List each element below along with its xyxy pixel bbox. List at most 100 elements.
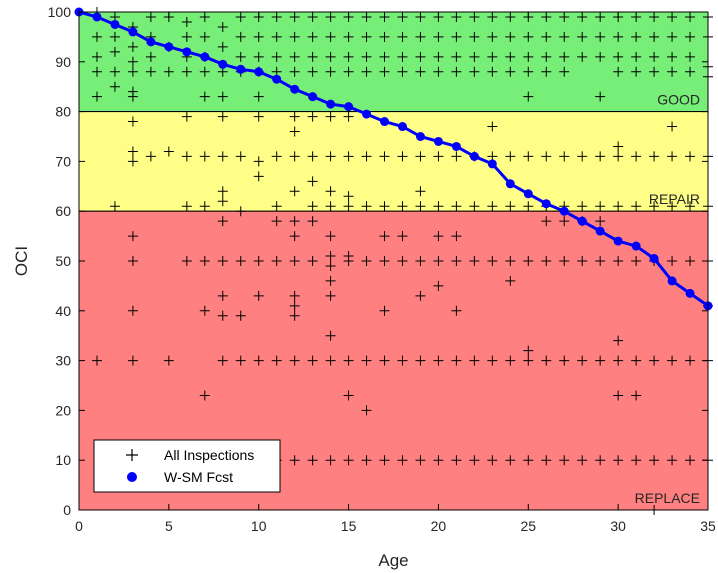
y-tick-label: 90 (55, 54, 71, 70)
inspection-point (649, 11, 660, 22)
inspection-point (487, 66, 498, 77)
inspection-point (487, 355, 498, 366)
inspection-point (163, 355, 174, 366)
inspection-point (577, 256, 588, 266)
forecast-point (613, 236, 623, 246)
inspection-point (181, 111, 192, 122)
inspection-point (469, 256, 480, 266)
inspection-point (523, 345, 534, 356)
inspection-point (271, 11, 282, 22)
inspection-point (307, 455, 318, 466)
inspection-point (541, 51, 552, 62)
inspection-point (325, 260, 336, 271)
inspection-point (181, 151, 192, 162)
inspection-point (595, 455, 606, 466)
inspection-point (559, 66, 570, 77)
forecast-point (487, 159, 497, 169)
forecast-series (74, 7, 713, 311)
inspection-point (181, 31, 192, 42)
inspection-point (181, 66, 192, 77)
inspection-point (469, 51, 480, 62)
inspection-point (397, 51, 408, 62)
inspection-point (577, 151, 588, 162)
x-axis-title: Age (378, 551, 408, 570)
inspection-point (343, 111, 354, 122)
inspection-point (361, 11, 372, 22)
forecast-point (236, 64, 246, 74)
y-tick-label: 10 (55, 452, 71, 468)
inspection-point (361, 355, 372, 366)
forecast-point (272, 74, 282, 84)
inspection-point (289, 151, 300, 162)
inspection-point (523, 51, 534, 62)
inspection-point (217, 21, 228, 32)
inspection-point (469, 355, 480, 366)
x-tick-label: 35 (700, 518, 716, 534)
inspection-point (649, 201, 660, 212)
inspection-point (379, 305, 390, 316)
inspection-point (505, 11, 516, 22)
inspection-point (127, 91, 138, 102)
inspection-point (451, 51, 462, 62)
inspection-point (649, 355, 660, 366)
inspection-point (451, 66, 462, 77)
legend-box (93, 439, 281, 493)
inspection-point (415, 256, 426, 266)
inspection-point (325, 31, 336, 42)
inspection-point (613, 151, 624, 162)
inspection-point (577, 355, 588, 366)
inspection-point (343, 51, 354, 62)
inspection-point (415, 66, 426, 77)
legend-label: W-SM Fcst (164, 469, 233, 485)
inspection-point (271, 51, 282, 62)
forecast-point (451, 141, 461, 151)
inspection-point (127, 231, 138, 242)
inspection-point (523, 66, 534, 77)
inspection-point (451, 355, 462, 366)
inspection-point (433, 231, 444, 242)
inspection-point (505, 31, 516, 42)
inspection-point (127, 66, 138, 77)
inspection-point (325, 330, 336, 341)
inspection-point (109, 31, 120, 42)
y-tick-label: 40 (55, 303, 71, 319)
inspection-point (379, 256, 390, 266)
inspection-point (127, 355, 138, 366)
inspection-point (433, 31, 444, 42)
inspection-point (289, 31, 300, 42)
inspection-point (127, 146, 138, 157)
inspection-point (379, 355, 390, 366)
inspection-point (253, 355, 264, 366)
forecast-point (182, 47, 192, 57)
inspection-point (541, 151, 552, 162)
inspection-point (307, 176, 318, 187)
inspection-point (433, 151, 444, 162)
inspection-point (685, 455, 696, 466)
inspection-point (127, 305, 138, 316)
inspection-point (325, 151, 336, 162)
inspection-point (343, 66, 354, 77)
forecast-point (397, 122, 407, 132)
inspection-point (361, 405, 372, 416)
inspection-point (379, 11, 390, 22)
inspection-point (199, 390, 210, 401)
inspection-point (235, 256, 246, 266)
inspection-point (289, 300, 300, 311)
inspection-point (487, 201, 498, 212)
inspection-point (613, 335, 624, 346)
inspection-point (181, 201, 192, 212)
inspection-point (343, 455, 354, 466)
inspection-point (433, 455, 444, 466)
inspection-point (451, 31, 462, 42)
inspection-point (325, 201, 336, 212)
inspection-point (289, 256, 300, 266)
inspection-point (541, 256, 552, 266)
inspection-point (397, 355, 408, 366)
inspection-point (397, 231, 408, 242)
inspection-point (145, 11, 156, 22)
inspection-point (289, 310, 300, 321)
inspection-point (613, 51, 624, 62)
inspection-point (307, 355, 318, 366)
inspection-point (217, 196, 228, 207)
inspection-point (109, 201, 120, 212)
